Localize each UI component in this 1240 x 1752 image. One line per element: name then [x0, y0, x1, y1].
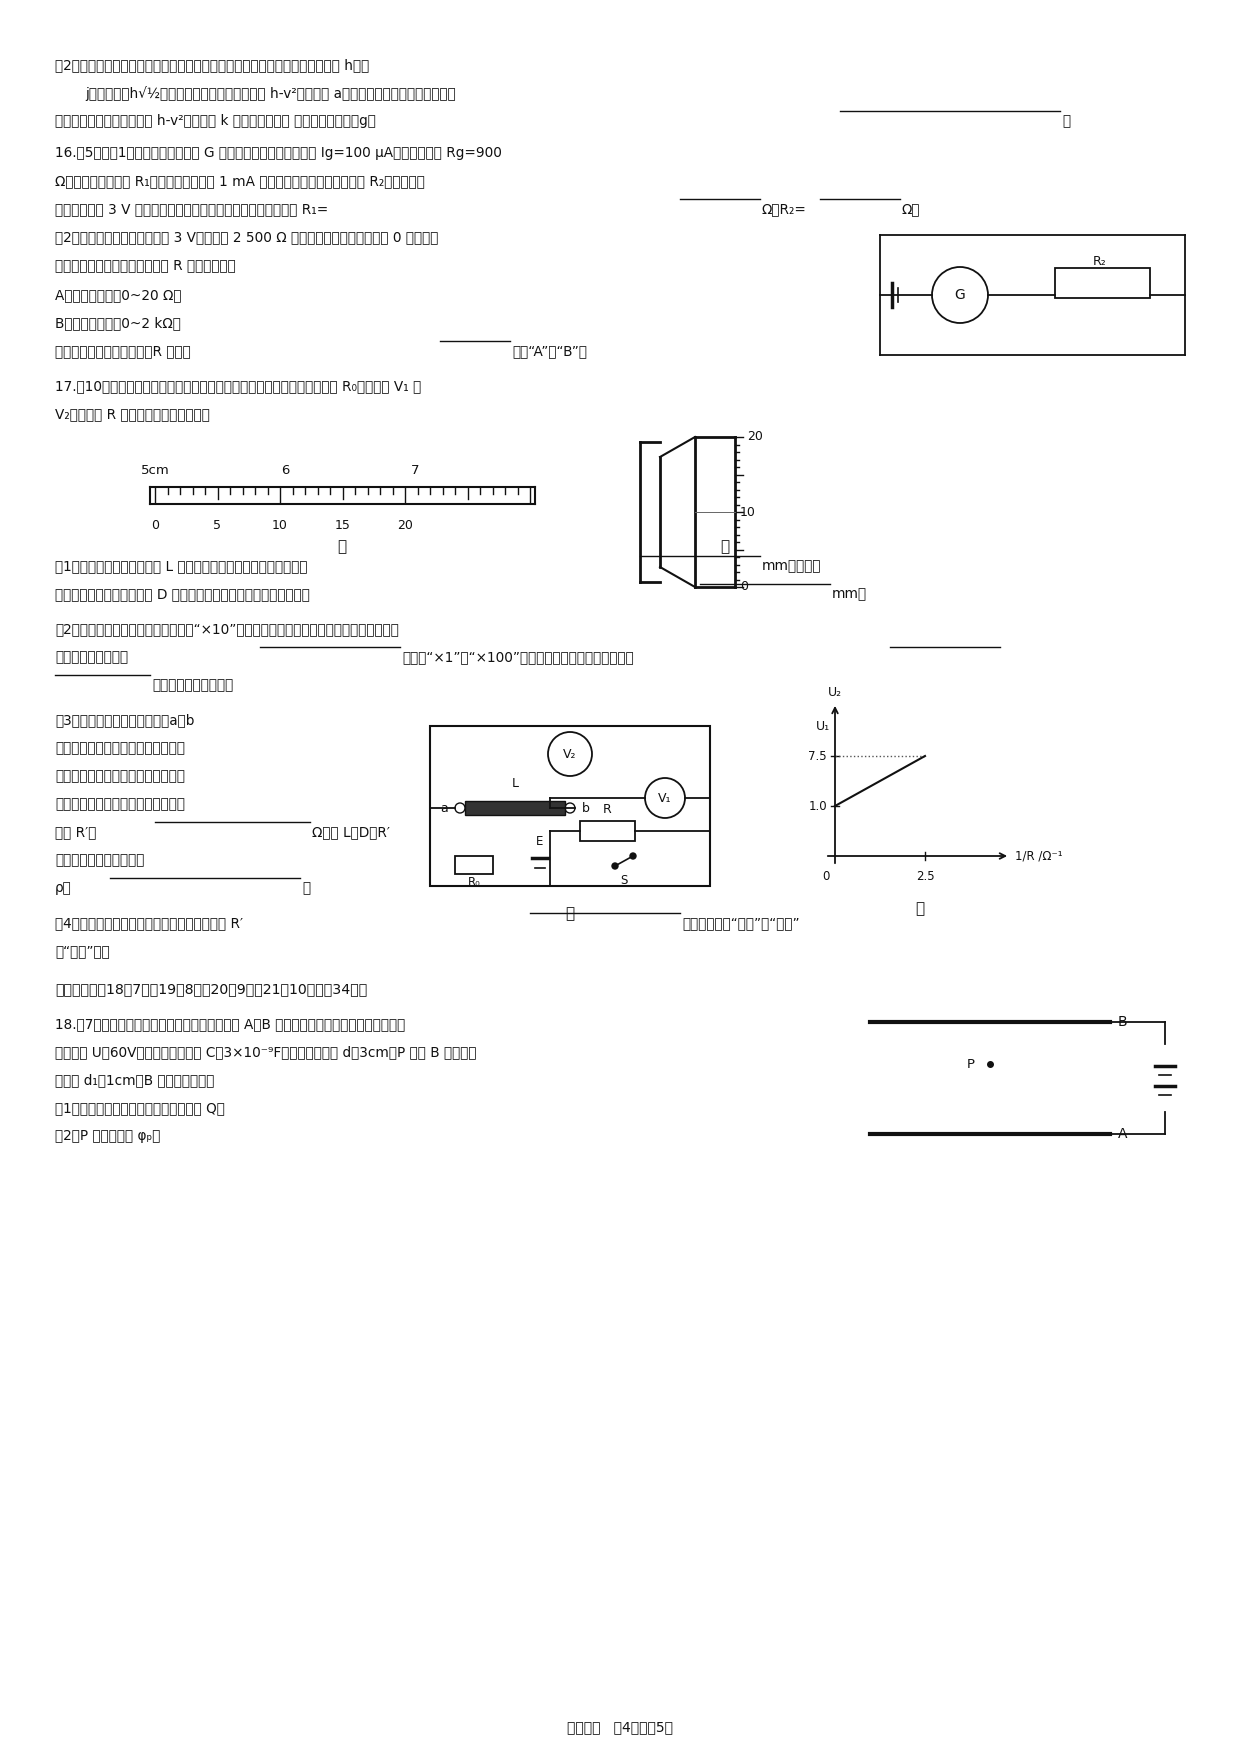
Bar: [580, 822, 635, 841]
Text: 甲: 甲: [337, 540, 346, 554]
Text: （4）从系统误差角度看，由丁图计算出的阻値 R′: （4）从系统误差角度看，由丁图计算出的阻値 R′: [55, 916, 243, 930]
Text: 7.5: 7.5: [808, 750, 827, 762]
Text: 为了实验中电压调节方便，R 应选用: 为了实验中电压调节方便，R 应选用: [55, 343, 191, 357]
Text: P: P: [967, 1058, 975, 1070]
Text: mm；用螺旋: mm；用螺旋: [763, 559, 821, 573]
Text: ρ＝: ρ＝: [55, 881, 72, 895]
Text: 10: 10: [272, 519, 288, 533]
Text: ；: ；: [303, 881, 310, 895]
Text: U₁: U₁: [816, 720, 830, 732]
Text: 0: 0: [151, 519, 159, 533]
Text: V₂: V₂: [563, 748, 577, 760]
Text: 15: 15: [335, 519, 351, 533]
Text: 1/R /Ω⁻¹: 1/R /Ω⁻¹: [1016, 850, 1063, 862]
Text: L: L: [511, 776, 518, 790]
Text: （填“A”或“B”）: （填“A”或“B”）: [512, 343, 587, 357]
Text: j做横坐标，h√½做纵坐标，建立坐标系，作出 h-v²图像如图 a，从方程合及机械能守恒定律，: j做横坐标，h√½做纵坐标，建立坐标系，作出 h-v²图像如图 a，从方程合及机…: [86, 86, 456, 102]
Text: 若所有操作均正确，得到的 h-v²图像，令 k 为斜率，可求得 当地的重力加速度g＝: 若所有操作均正确，得到的 h-v²图像，令 k 为斜率，可求得 当地的重力加速度…: [55, 114, 376, 128]
Text: 度过大，因此需选择: 度过大，因此需选择: [55, 650, 128, 664]
Text: U₂: U₂: [828, 687, 842, 699]
Text: 丙: 丙: [565, 906, 574, 922]
Text: 0: 0: [822, 871, 830, 883]
Bar: [430, 725, 711, 887]
Text: G: G: [955, 287, 966, 301]
Text: 电际筱，记录两电压表和电际筱的读: 电际筱，记录两电压表和电际筱的读: [55, 769, 185, 783]
Text: 真实値（选填“大于”、“小于”: 真实値（选填“大于”、“小于”: [682, 916, 800, 930]
Text: A: A: [1118, 1127, 1127, 1141]
Circle shape: [613, 864, 618, 869]
Text: S: S: [620, 874, 627, 887]
Text: V₁: V₁: [658, 792, 672, 804]
Text: 测微器测量其横截面直径用 D 表示，示数如图乙所示，可知其直径为: 测微器测量其横截面直径用 D 表示，示数如图乙所示，可知其直径为: [55, 587, 310, 601]
Text: 7: 7: [410, 464, 419, 477]
Text: 丁: 丁: [915, 901, 925, 916]
Text: B: B: [1118, 1014, 1127, 1028]
Text: 6: 6: [280, 464, 289, 477]
Text: B：滑动变际器（0~2 kΩ）: B：滑动变际器（0~2 kΩ）: [55, 315, 181, 329]
Text: 围的刻度进行校准。滑动变际器 R 有两种规格：: 围的刻度进行校准。滑动变际器 R 有两种规格：: [55, 258, 236, 272]
Text: 10: 10: [740, 506, 756, 519]
Text: R₂: R₂: [1094, 256, 1107, 268]
Text: Ω。先利用定值电际 R₁将表头改装成一个 1 mA 的电流表，然后利用定值电际 R₂再名此电流: Ω。先利用定值电际 R₁将表头改装成一个 1 mA 的电流表，然后利用定值电际 …: [55, 173, 425, 187]
Text: R₀: R₀: [467, 876, 480, 888]
Text: 表改装成一个 3 V 的电压表（如图所示）。列组条件，定值电际 R₁=: 表改装成一个 3 V 的电压表（如图所示）。列组条件，定值电际 R₁=: [55, 201, 329, 215]
Text: mm。: mm。: [832, 587, 867, 601]
Text: 17.（10分）某小组测量某金属细杆的电际率，应用了学生电源、定值电际 R₀、电压表 V₁ 和: 17.（10分）某小组测量某金属细杆的电际率，应用了学生电源、定值电际 R₀、电…: [55, 378, 422, 392]
Text: 高一物理   第4页，共5页: 高一物理 第4页，共5页: [567, 1720, 673, 1734]
Text: b: b: [582, 801, 590, 815]
Circle shape: [630, 853, 636, 858]
Text: 四、计算题（18题7分，19题8分，20题9分，21顉10分，共34分）: 四、计算题（18题7分，19题8分，20题9分，21顉10分，共34分）: [55, 983, 367, 995]
Text: 距离为 d₁＝1cm，B 极板接地。求：: 距离为 d₁＝1cm，B 极板接地。求：: [55, 1072, 215, 1086]
Text: （2）先用多用电表阻测其电际，选用“×10”倍率的电际档测量，发现多用电表指针偏转角: （2）先用多用电表阻测其电际，选用“×10”倍率的电际档测量，发现多用电表指针偏…: [55, 622, 399, 636]
Text: （2）利用描绘法帮算出其他各点（子弹位置，到此，可以知位了弹各下落高度 h，以: （2）利用描绘法帮算出其他各点（子弹位置，到此，可以知位了弹各下落高度 h，以: [55, 58, 370, 72]
Text: 20: 20: [746, 431, 763, 443]
Text: V₂、电际筱 R 等器材，操作步骤如下：: V₂、电际筱 R 等器材，操作步骤如下：: [55, 406, 210, 420]
Text: 18.（7分）如图所示，平行板电容器的两个极板 A、B 分别接在恒压电源正、负两极上，电: 18.（7分）如图所示，平行板电容器的两个极板 A、B 分别接在恒压电源正、负两…: [55, 1016, 405, 1030]
Text: 阻値 R′＝: 阻値 R′＝: [55, 825, 97, 839]
Text: 源电压为 U＝60V，电容器的电容为 C＝3×10⁻⁹F，两极板间距为 d＝3cm，P 点到 B 板的垂直: 源电压为 U＝60V，电容器的电容为 C＝3×10⁻⁹F，两极板间距为 d＝3c…: [55, 1044, 476, 1058]
Text: （3）按丙图电路图连接电路，a、b: （3）按丙图电路图连接电路，a、b: [55, 713, 195, 727]
Text: a: a: [440, 801, 448, 815]
Text: 乙: 乙: [720, 540, 729, 554]
Text: 5cm: 5cm: [140, 464, 170, 477]
Bar: [1055, 268, 1149, 298]
Text: 数，绘制出丁图，可计算出金属杆的: 数，绘制出丁图，可计算出金属杆的: [55, 797, 185, 811]
Text: ，再测出金属杆电际。: ，再测出金属杆电际。: [153, 678, 233, 692]
Text: A：滑动变际器（0~20 Ω）: A：滑动变际器（0~20 Ω）: [55, 287, 181, 301]
Text: Ω，R₂=: Ω，R₂=: [763, 201, 807, 215]
Text: （选填“×1”或“×100”）倍率的电际挡，然后必须重新: （选填“×1”或“×100”）倍率的电际挡，然后必须重新: [402, 650, 634, 664]
Text: （1）平行板电容器极板上所带的电荷量 Q；: （1）平行板电容器极板上所带的电荷量 Q；: [55, 1100, 224, 1114]
Text: 。: 。: [1061, 114, 1070, 128]
Text: Ω，用 L、D、R′: Ω，用 L、D、R′: [312, 825, 391, 839]
Text: 16.（5分）（1）某同学对一个电灯 G 进行改装，已知其额定电流 Ig=100 μA，内阅标称值 Rg=900: 16.（5分）（1）某同学对一个电灯 G 进行改装，已知其额定电流 Ig=100…: [55, 145, 502, 159]
Text: 1.0: 1.0: [808, 799, 827, 813]
Text: 间器件表示金属杆，闭合开关，调节: 间器件表示金属杆，闭合开关，调节: [55, 741, 185, 755]
Text: E: E: [537, 836, 543, 848]
Text: （1）用游标卡尺测其长度用 L 表示，示数如图甲所示可知其长度为: （1）用游标卡尺测其长度用 L 表示，示数如图甲所示可知其长度为: [55, 559, 308, 573]
Text: Ω。: Ω。: [901, 201, 920, 215]
Text: （2）P 点处的电势 φₚ。: （2）P 点处的电势 φₚ。: [55, 1128, 160, 1142]
Text: 0: 0: [740, 580, 748, 594]
Text: （2）改装以华后，他用量程为 3 V，内阅为 2 500 Ω 的标准电压表对此电压表从 0 开始全方: （2）改装以华后，他用量程为 3 V，内阅为 2 500 Ω 的标准电压表对此电…: [55, 230, 439, 244]
Text: 5: 5: [213, 519, 222, 533]
Bar: [465, 801, 565, 815]
Text: 20: 20: [397, 519, 413, 533]
Text: 2.5: 2.5: [915, 871, 934, 883]
Text: 表示出该金属杆的电际率: 表示出该金属杆的电际率: [55, 853, 144, 867]
Bar: [455, 857, 494, 874]
Text: R: R: [603, 802, 611, 816]
Text: 或“等于”）。: 或“等于”）。: [55, 944, 110, 958]
